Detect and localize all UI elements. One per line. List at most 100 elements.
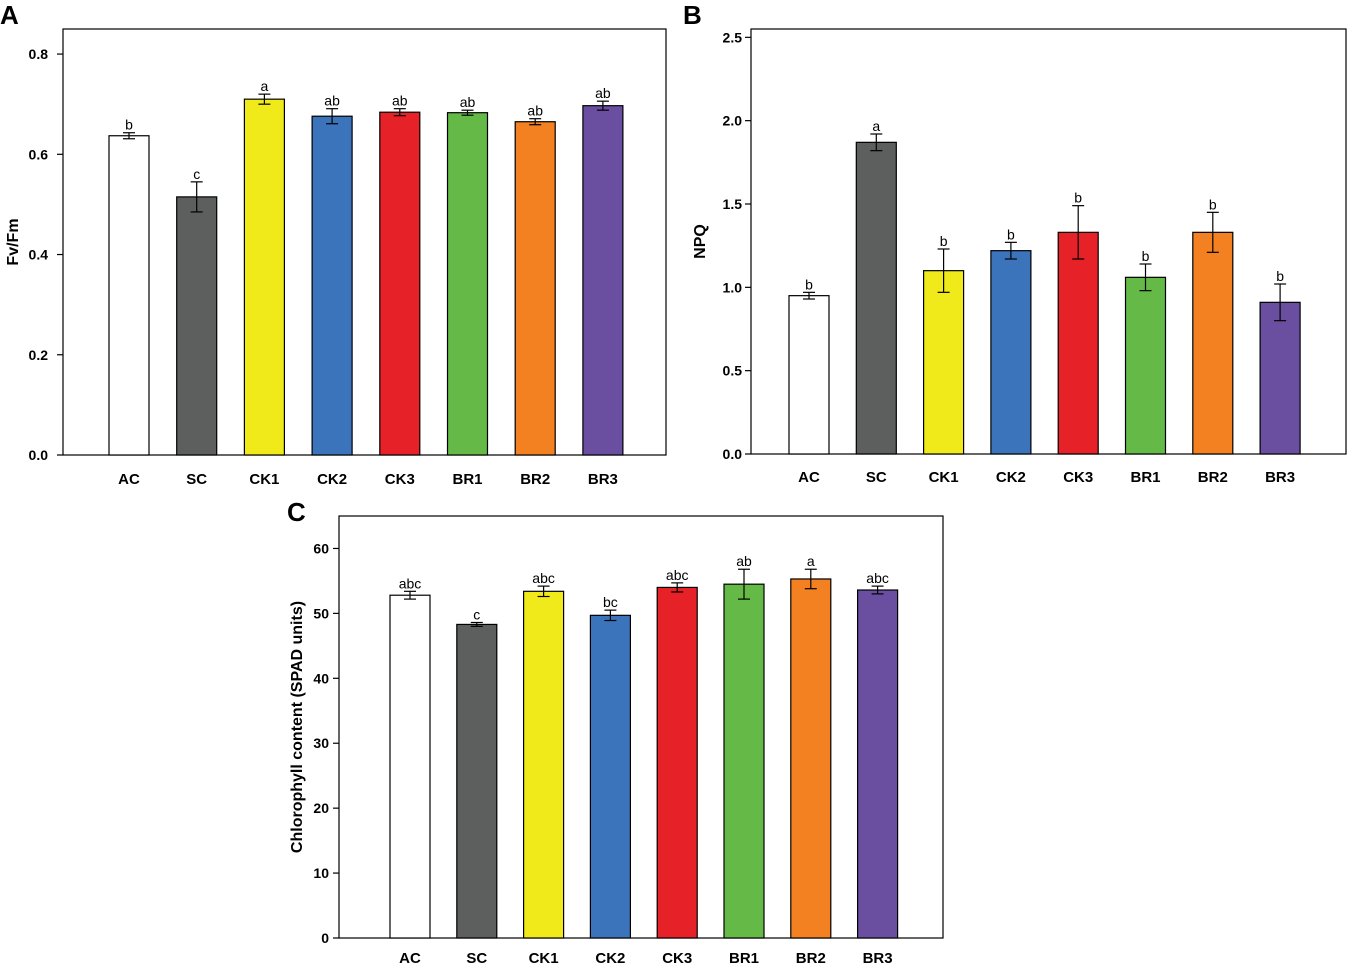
bar [311, 115, 353, 456]
y-axis-title: NPQ [692, 224, 709, 259]
significance-label: b [125, 117, 133, 133]
bar [514, 121, 556, 456]
significance-label: b [1007, 226, 1015, 242]
significance-label: c [473, 606, 480, 622]
significance-label: b [805, 276, 813, 292]
panel-letter: A [0, 0, 19, 30]
x-tick-label: AC [118, 471, 140, 488]
x-tick-label: BR1 [729, 950, 759, 965]
bar [990, 250, 1032, 455]
y-tick-label: 0.0 [723, 446, 743, 462]
x-tick-label: AC [798, 469, 820, 486]
significance-label: ab [595, 85, 611, 101]
plot-frame [62, 28, 667, 456]
bar [855, 141, 897, 455]
bar [1259, 301, 1301, 455]
significance-label: ab [392, 93, 408, 109]
bar [589, 614, 632, 939]
y-tick-label: 0.0 [29, 447, 49, 463]
bar [656, 586, 698, 939]
significance-label: ab [460, 94, 476, 110]
bar [243, 98, 285, 456]
bar [1192, 231, 1234, 455]
x-tick-label: CK1 [249, 471, 279, 488]
significance-label: ab [736, 553, 752, 569]
y-tick-label: 2.5 [723, 29, 743, 45]
x-tick-label: BR3 [588, 471, 618, 488]
x-tick-label: AC [399, 950, 421, 965]
significance-label: b [1074, 190, 1082, 206]
x-tick-label: BR1 [452, 471, 482, 488]
y-tick-label: 0 [321, 930, 329, 946]
bar [1124, 276, 1167, 455]
y-tick-label: 0.8 [29, 46, 49, 62]
y-tick-label: 0.4 [29, 247, 49, 263]
x-tick-label: BR3 [1265, 469, 1295, 486]
x-tick-label: CK1 [929, 469, 959, 486]
y-tick-label: 1.0 [723, 279, 743, 295]
significance-label: abc [666, 567, 689, 583]
bar [582, 105, 624, 456]
bar [446, 112, 489, 456]
significance-label: abc [866, 570, 889, 586]
x-tick-label: BR2 [520, 471, 550, 488]
y-tick-label: 50 [313, 605, 329, 621]
bar [389, 594, 431, 939]
chart-panel-c: C 0 10 20 30 40 50 60 Chlorophyll content (SPAD … [287, 497, 944, 965]
x-tick-label: CK2 [996, 469, 1026, 486]
y-tick-label: 2.0 [723, 113, 743, 129]
bar [723, 583, 765, 939]
significance-label: bc [603, 594, 618, 610]
plot-frame [338, 515, 944, 939]
bar [456, 623, 498, 939]
plot-frame [750, 28, 1347, 455]
x-tick-label: CK2 [595, 950, 625, 965]
y-tick-label: 0.2 [29, 347, 49, 363]
x-tick-label: BR2 [1198, 469, 1228, 486]
significance-label: c [193, 166, 200, 182]
y-tick-label: 10 [313, 865, 329, 881]
x-tick-label: BR1 [1130, 469, 1160, 486]
y-tick-label: 0.5 [723, 363, 743, 379]
x-tick-label: CK2 [317, 471, 347, 488]
panel-letter: B [683, 0, 702, 30]
bar [922, 270, 965, 455]
bar [176, 196, 218, 456]
significance-label: a [261, 78, 269, 94]
x-tick-label: CK3 [1063, 469, 1093, 486]
bar [856, 589, 899, 939]
chart-panel-a: A 0.0 0.2 0.4 0.6 0.8 Fv/Fm b AC c SC a CK1 ab CK2 ab CK… [0, 0, 667, 488]
y-tick-label: 20 [313, 800, 329, 816]
x-tick-label: CK3 [662, 950, 692, 965]
y-tick-label: 40 [313, 670, 329, 686]
significance-label: b [940, 233, 948, 249]
significance-label: abc [399, 575, 422, 591]
significance-label: a [872, 118, 880, 134]
significance-label: ab [324, 93, 340, 109]
significance-label: a [807, 553, 815, 569]
y-tick-label: 1.5 [723, 196, 743, 212]
x-tick-label: BR3 [863, 950, 893, 965]
bar [790, 578, 832, 939]
x-tick-label: SC [866, 469, 887, 486]
significance-label: abc [532, 570, 555, 586]
significance-label: ab [527, 103, 543, 119]
significance-label: b [1209, 196, 1217, 212]
x-tick-label: BR2 [796, 950, 826, 965]
chart-panel-b: B 0.0 0.5 1.0 1.5 2.0 2.5 NPQ b AC a SC b CK1 b CK2 b CK3… [683, 0, 1347, 486]
bar [379, 111, 421, 456]
significance-label: b [1142, 248, 1150, 264]
x-tick-label: CK3 [385, 471, 415, 488]
x-tick-label: SC [186, 471, 207, 488]
y-tick-label: 30 [313, 735, 329, 751]
y-tick-label: 0.6 [29, 146, 49, 162]
x-tick-label: CK1 [529, 950, 559, 965]
bar [108, 135, 150, 456]
y-axis-title: Fv/Fm [5, 218, 22, 265]
bar [522, 590, 565, 939]
x-tick-label: SC [466, 950, 487, 965]
y-axis-title: Chlorophyll content (SPAD units) [289, 601, 306, 853]
bar [788, 295, 830, 455]
significance-label: b [1276, 268, 1284, 284]
y-tick-label: 60 [313, 540, 329, 556]
